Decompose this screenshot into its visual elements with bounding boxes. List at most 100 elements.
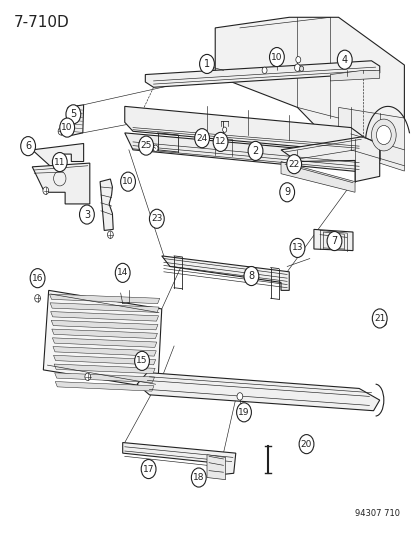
Polygon shape [66,105,83,136]
Circle shape [370,119,395,151]
Circle shape [380,318,386,326]
Polygon shape [50,312,158,321]
Text: 10: 10 [61,123,73,132]
Text: 94307 710: 94307 710 [354,510,399,519]
Polygon shape [50,303,159,312]
Circle shape [286,155,301,174]
Text: 17: 17 [142,465,154,473]
Text: 23: 23 [151,214,162,223]
Polygon shape [100,179,113,230]
Circle shape [194,128,209,148]
Circle shape [222,127,226,132]
Circle shape [138,136,153,155]
Text: 15: 15 [136,357,147,366]
Circle shape [290,238,304,257]
Circle shape [243,266,258,286]
Polygon shape [55,373,154,382]
Circle shape [274,55,279,61]
Text: 7-710D: 7-710D [14,14,69,30]
Polygon shape [53,346,156,356]
Text: 19: 19 [238,408,249,417]
Circle shape [21,136,36,156]
Circle shape [237,393,242,400]
Text: 16: 16 [32,273,43,282]
Polygon shape [161,256,289,290]
Circle shape [371,309,386,328]
Circle shape [191,468,206,487]
Circle shape [55,157,61,164]
Circle shape [299,66,303,71]
Circle shape [43,187,49,195]
Polygon shape [280,161,354,192]
Text: 4: 4 [341,55,347,64]
Text: 6: 6 [25,141,31,151]
Circle shape [134,351,149,370]
Text: 21: 21 [373,314,385,323]
Circle shape [261,67,266,74]
Circle shape [58,127,64,135]
Circle shape [120,172,135,191]
Circle shape [298,434,313,454]
Text: 8: 8 [248,271,254,281]
Circle shape [66,105,81,124]
Circle shape [279,183,294,202]
Polygon shape [338,108,404,171]
Circle shape [326,231,341,251]
Circle shape [107,231,113,238]
Polygon shape [32,143,83,168]
Text: 12: 12 [214,138,226,147]
Polygon shape [215,17,404,150]
Text: 25: 25 [140,141,152,150]
Text: 14: 14 [117,268,128,277]
Text: 24: 24 [196,134,207,143]
Polygon shape [124,107,362,152]
Circle shape [199,54,214,74]
Polygon shape [122,442,235,474]
Circle shape [269,47,284,67]
Polygon shape [124,133,362,172]
Polygon shape [43,290,161,389]
Text: 11: 11 [54,158,65,166]
Text: 7: 7 [330,236,337,246]
Circle shape [375,125,390,144]
Polygon shape [53,356,155,365]
Circle shape [213,132,228,151]
Circle shape [30,269,45,288]
Text: 10: 10 [271,53,282,62]
Polygon shape [206,455,225,480]
Polygon shape [313,229,352,251]
Text: 18: 18 [192,473,204,482]
Polygon shape [52,338,157,348]
Text: 13: 13 [291,244,302,253]
Text: 20: 20 [300,440,311,449]
Circle shape [35,295,40,302]
Polygon shape [145,61,379,87]
Polygon shape [137,373,379,411]
Text: 5: 5 [70,109,76,119]
Polygon shape [32,163,90,204]
Circle shape [247,141,262,160]
Circle shape [294,64,299,71]
Polygon shape [280,136,379,182]
Circle shape [79,205,94,224]
Circle shape [153,145,158,151]
Text: 3: 3 [84,209,90,220]
Polygon shape [50,294,159,304]
Polygon shape [54,364,155,374]
Text: 1: 1 [204,59,209,69]
Circle shape [52,152,67,172]
Polygon shape [55,382,154,391]
Polygon shape [51,320,158,330]
Circle shape [149,209,164,228]
Circle shape [59,118,74,137]
Circle shape [141,459,156,479]
Circle shape [85,373,90,381]
Circle shape [295,56,300,63]
Text: 22: 22 [288,160,299,168]
Text: 10: 10 [122,177,133,186]
Text: 2: 2 [252,146,258,156]
Circle shape [337,50,351,69]
Polygon shape [330,70,379,81]
Polygon shape [52,329,157,338]
Circle shape [236,403,251,422]
